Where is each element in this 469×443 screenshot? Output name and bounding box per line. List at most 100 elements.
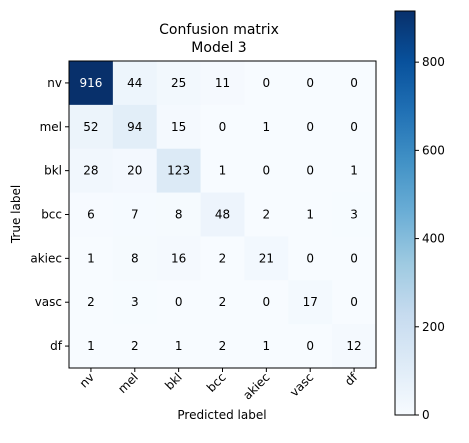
y-tick-label: df (50, 339, 63, 353)
heatmap-cell (156, 148, 201, 193)
y-tick-label: vasc (35, 295, 62, 309)
colorbar-tick-label: 800 (422, 55, 445, 69)
x-tick-label: vasc (287, 370, 316, 399)
x-tick-label: akiec (240, 370, 272, 402)
heatmap-cell (244, 324, 289, 369)
cell-value-label: 8 (131, 251, 139, 265)
heatmap-cell (112, 280, 158, 325)
cell-value-label: 0 (350, 76, 358, 90)
cell-value-label: 0 (263, 295, 271, 309)
y-tick-label: bcc (41, 208, 62, 222)
cell-value-label: 0 (350, 251, 358, 265)
cell-value-label: 1 (175, 339, 183, 353)
cell-value-label: 0 (350, 295, 358, 309)
heatmap-cell (69, 324, 114, 369)
cell-value-label: 0 (175, 295, 183, 309)
cell-value-label: 0 (263, 164, 271, 178)
heatmap-cell (244, 61, 289, 106)
heatmap-cell (69, 61, 114, 106)
y-axis-ticks: nv mel bkl bcc akiec vasc df (30, 76, 69, 353)
cell-value-label: 12 (346, 339, 361, 353)
cell-value-label: 28 (83, 164, 98, 178)
cell-value-label: 1 (306, 208, 314, 222)
heatmap-cell (69, 192, 114, 237)
heatmap-cell (112, 104, 158, 150)
x-axis-label: Predicted label (177, 408, 266, 422)
y-tick-label: bkl (44, 164, 62, 178)
y-tick-label: nv (47, 76, 62, 90)
cell-value-label: 0 (306, 164, 314, 178)
heatmap-cell (112, 61, 158, 106)
cell-value-label: 2 (131, 339, 139, 353)
colorbar-tick-label: 200 (422, 320, 445, 334)
cell-value-label: 2 (219, 339, 227, 353)
heatmap-cell (288, 324, 333, 369)
heatmap-cell (200, 280, 245, 325)
heatmap-cell (244, 280, 289, 325)
cell-value-label: 94 (127, 120, 142, 134)
cell-value-label: 2 (263, 208, 271, 222)
cell-value-label: 16 (171, 251, 186, 265)
heatmap-cell (288, 280, 333, 325)
chart-subtitle: Model 3 (191, 40, 246, 56)
cell-value-label: 1 (263, 120, 271, 134)
x-axis-ticks: nv mel bkl bcc akiec vasc df (77, 368, 361, 402)
cell-value-label: 11 (215, 76, 230, 90)
heatmap-cell (69, 280, 114, 325)
heatmap-cell (288, 192, 333, 237)
heatmap-cell (200, 104, 245, 150)
cell-value-label: 1 (350, 164, 358, 178)
cell-value-label: 916 (79, 76, 102, 90)
y-tick-label: mel (40, 120, 62, 134)
cell-value-label: 52 (83, 120, 98, 134)
cell-value-label: 7 (131, 208, 139, 222)
cell-value-label: 0 (306, 251, 314, 265)
heatmap-cell (200, 148, 245, 193)
heatmap-cell (332, 104, 377, 150)
cell-value-label: 0 (263, 76, 271, 90)
colorbar-tick-label: 600 (422, 143, 445, 157)
heatmap-cell (156, 192, 201, 237)
heatmap-cell (244, 236, 289, 281)
heatmap-cell (244, 192, 289, 237)
cell-value-label: 0 (219, 120, 227, 134)
heatmap-cell (332, 192, 377, 237)
cell-value-label: 15 (171, 120, 186, 134)
cell-value-label: 17 (303, 295, 318, 309)
heatmap-cell (112, 192, 158, 237)
chart-title: Confusion matrix (159, 22, 279, 38)
heatmap-cell (244, 104, 289, 150)
cell-value-label: 2 (219, 295, 227, 309)
cell-value-label: 1 (263, 339, 271, 353)
x-tick-label: bcc (204, 370, 229, 395)
cell-value-label: 21 (259, 251, 274, 265)
cell-value-label: 25 (171, 76, 186, 90)
cell-value-label: 3 (350, 208, 358, 222)
heatmap-cell (288, 61, 333, 106)
cell-value-label: 0 (306, 120, 314, 134)
heatmap-cell (200, 61, 245, 106)
heatmap-cell (288, 148, 333, 193)
heatmap-cell (200, 324, 245, 369)
cell-value-label: 0 (306, 339, 314, 353)
heatmap-cell (332, 324, 377, 369)
cell-value-label: 20 (127, 164, 142, 178)
heatmap-cell (156, 104, 201, 150)
colorbar (394, 10, 416, 416)
heatmap-cell (69, 104, 114, 150)
cell-value-label: 2 (87, 295, 95, 309)
heatmap-cell (332, 61, 377, 106)
heatmap-cell (200, 236, 245, 281)
x-tick-label: bkl (162, 370, 185, 393)
heatmap-cell (332, 236, 377, 281)
heatmap-cell (156, 61, 201, 106)
colorbar-ticks: 0 200 400 600 800 (415, 55, 445, 422)
cell-value-label: 1 (87, 251, 95, 265)
heatmap-cell (288, 236, 333, 281)
x-tick-label: nv (77, 370, 97, 390)
heatmap-cells (69, 61, 377, 369)
cell-value-label: 2 (219, 251, 227, 265)
heatmap-cell (112, 148, 158, 193)
cell-value-label: 44 (127, 76, 142, 90)
y-axis-label: True label (9, 185, 23, 244)
